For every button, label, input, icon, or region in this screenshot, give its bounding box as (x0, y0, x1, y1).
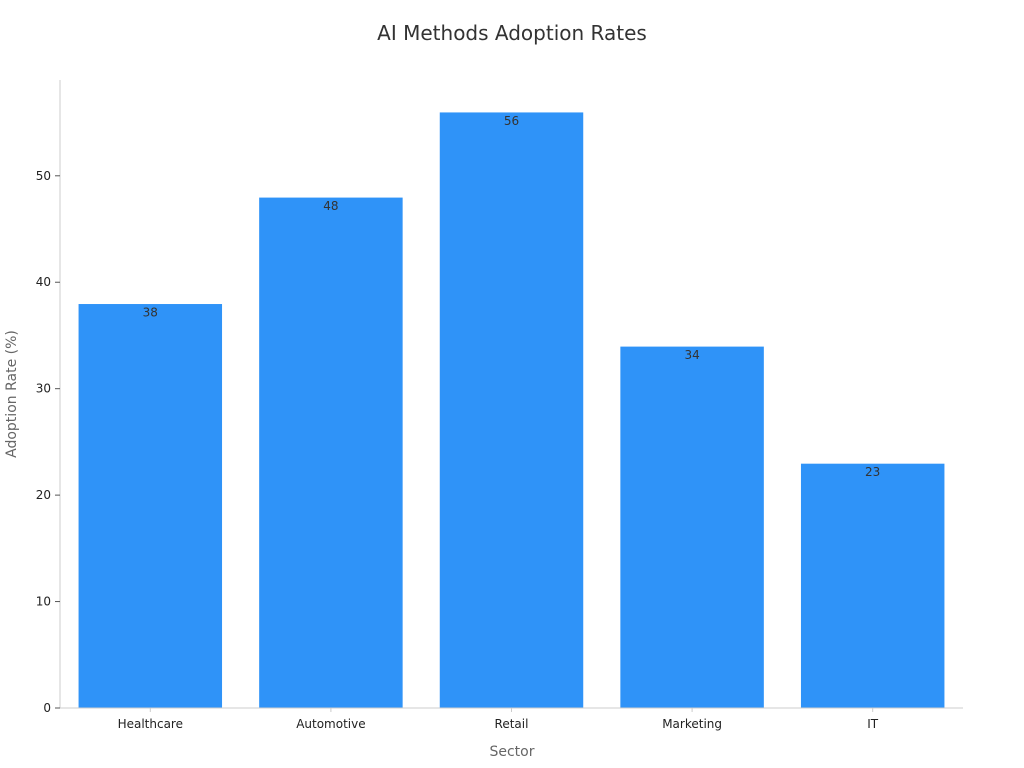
x-tick-label: Marketing (662, 717, 722, 731)
x-tick-label: Automotive (296, 717, 365, 731)
y-tick-label: 30 (36, 382, 51, 396)
bar-marketing (619, 345, 765, 709)
y-tick-label: 0 (43, 701, 51, 715)
y-axis: 0 10 20 30 40 50 (36, 169, 60, 715)
bar-retail (438, 111, 585, 709)
y-axis-title: Adoption Rate (%) (4, 330, 20, 458)
chart-title: AI Methods Adoption Rates (377, 21, 647, 45)
plot-area: 0 10 20 30 40 50 Healthcare Automotive Retail Ma… (36, 80, 963, 731)
x-tick-label: IT (867, 717, 879, 731)
x-tick-label: Retail (495, 717, 529, 731)
y-tick-label: 40 (36, 275, 51, 289)
data-label-healthcare: 38 (143, 306, 158, 320)
data-label-automotive: 48 (323, 199, 338, 213)
data-labels: 38 48 56 34 23 (143, 114, 881, 479)
y-tick-label: 20 (36, 488, 51, 502)
bars-layer (77, 111, 946, 709)
data-label-retail: 56 (504, 114, 519, 128)
y-tick-label: 50 (36, 169, 51, 183)
bar-automotive (258, 196, 404, 709)
x-axis: Healthcare Automotive Retail Marketing IT (118, 708, 879, 731)
data-label-marketing: 34 (684, 348, 699, 362)
x-tick-label: Healthcare (118, 717, 183, 731)
x-axis-title: Sector (489, 744, 534, 760)
bar-healthcare (77, 303, 224, 709)
bar-it (799, 462, 946, 709)
data-label-it: 23 (865, 465, 880, 479)
y-tick-label: 10 (36, 595, 51, 609)
